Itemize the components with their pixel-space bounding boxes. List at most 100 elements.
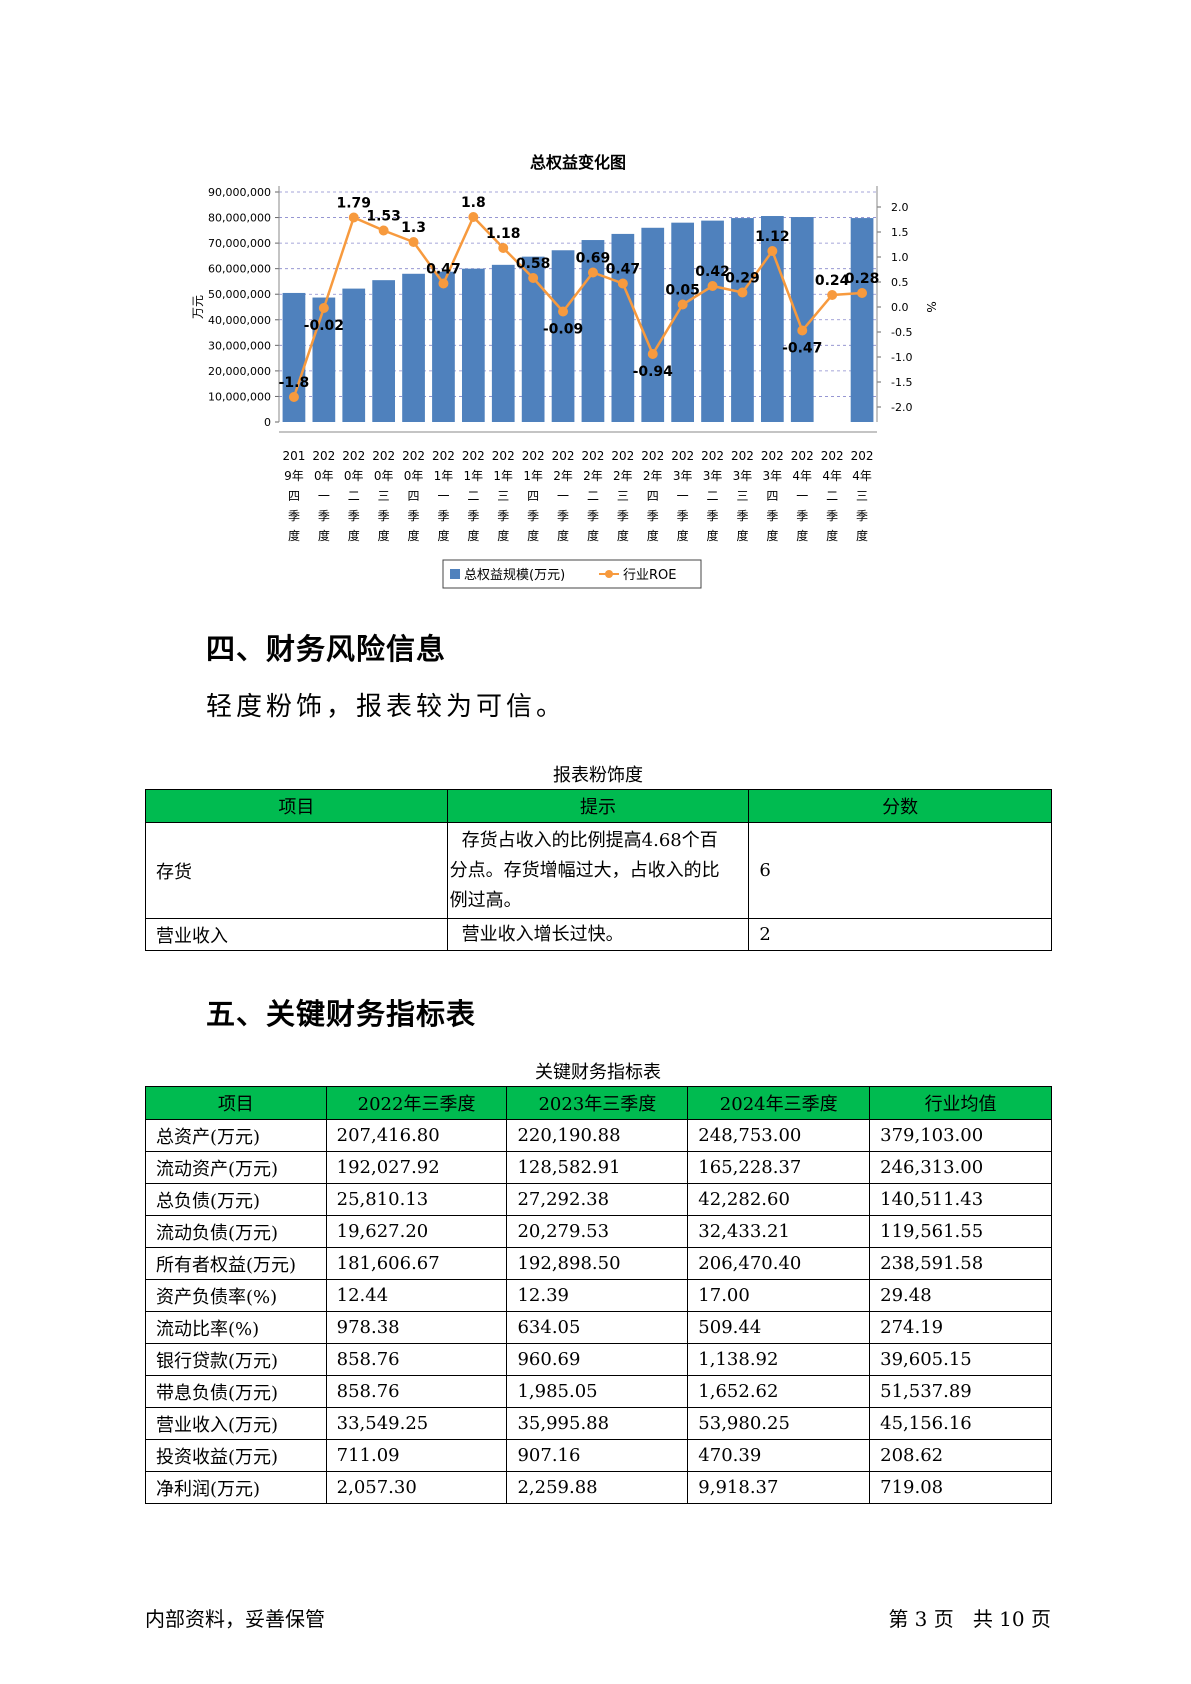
x-tick-label: 季 bbox=[587, 509, 599, 523]
y-left-tick-label: 0 bbox=[264, 416, 271, 429]
x-tick-label: 1年 bbox=[434, 469, 454, 483]
x-tick-label: 4年 bbox=[822, 469, 842, 483]
x-tick-label: 0年 bbox=[344, 469, 364, 483]
kpi-cell-2022: 25,810.13 bbox=[325, 1183, 508, 1216]
kpi-cell-2023: 220,190.88 bbox=[506, 1119, 689, 1152]
x-tick-label: 季 bbox=[408, 509, 420, 523]
roe-line bbox=[292, 214, 863, 398]
bar bbox=[402, 273, 425, 422]
kpi-header-item: 项目 bbox=[145, 1086, 327, 1120]
kpi-cell-2024: 248,753.00 bbox=[687, 1119, 871, 1152]
risk-header-score: 分数 bbox=[748, 789, 1052, 823]
x-tick-label: 202 bbox=[462, 449, 485, 463]
x-tick-label: 202 bbox=[701, 449, 724, 463]
roe-point bbox=[288, 392, 299, 402]
roe-point bbox=[647, 349, 658, 359]
roe-data-label: 0.69 bbox=[576, 251, 611, 267]
x-tick-label: 度 bbox=[497, 528, 509, 543]
x-tick-label: 二 bbox=[826, 489, 838, 503]
kpi-cell-2023: 35,995.88 bbox=[506, 1407, 689, 1440]
legend-line-label: 行业ROE bbox=[623, 568, 676, 583]
x-tick-label: 202 bbox=[641, 449, 664, 463]
x-tick-label: 202 bbox=[402, 449, 425, 463]
kpi-cell-2023: 960.69 bbox=[506, 1343, 689, 1376]
y-left-tick-label: 30,000,000 bbox=[208, 339, 271, 352]
x-tick-label: 一 bbox=[437, 489, 449, 503]
x-tick-label: 2年 bbox=[613, 469, 633, 483]
x-tick-label: 季 bbox=[288, 509, 300, 523]
kpi-cell-industry: 719.08 bbox=[869, 1471, 1052, 1504]
y-right-tick-label: -2.0 bbox=[891, 401, 912, 414]
x-tick-label: 季 bbox=[467, 509, 479, 523]
roe-point bbox=[797, 325, 808, 336]
y-left-tick-label: 20,000,000 bbox=[208, 365, 271, 378]
kpi-table-row: 资产负债率(%) 12.44 12.39 17.00 29.48 bbox=[145, 1279, 1052, 1312]
risk-cell-score: 6 bbox=[748, 822, 1052, 919]
kpi-cell-industry: 379,103.00 bbox=[869, 1119, 1052, 1152]
roe-point bbox=[617, 278, 628, 289]
kpi-cell-2023: 1,985.05 bbox=[506, 1375, 689, 1408]
roe-data-label: 0.47 bbox=[426, 262, 461, 278]
x-tick-label: 0年 bbox=[374, 469, 394, 483]
roe-point bbox=[318, 303, 329, 313]
x-tick-label: 度 bbox=[856, 528, 868, 543]
footer-confidential: 内部资料，妥善保管 bbox=[145, 1607, 325, 1631]
kpi-cell-industry: 119,561.55 bbox=[869, 1215, 1052, 1248]
risk-header-item: 项目 bbox=[145, 789, 448, 823]
kpi-cell-item: 所有者权益(万元) bbox=[145, 1247, 327, 1280]
y-right-tick-label: -1.5 bbox=[891, 376, 912, 389]
y-left-tick-label: 50,000,000 bbox=[208, 288, 271, 301]
kpi-cell-item: 银行贷款(万元) bbox=[145, 1343, 327, 1376]
kpi-cell-item: 总负债(万元) bbox=[145, 1183, 327, 1216]
x-tick-label: 度 bbox=[408, 528, 420, 543]
roe-data-label: -0.47 bbox=[782, 341, 822, 357]
risk-table-row: 营业收入 营业收入增长过快。 2 bbox=[145, 918, 1052, 951]
bar bbox=[731, 218, 754, 422]
x-tick-label: 201 bbox=[282, 449, 305, 463]
kpi-cell-2024: 206,470.40 bbox=[687, 1247, 871, 1280]
kpi-cell-2022: 858.76 bbox=[325, 1343, 508, 1376]
x-tick-label: 202 bbox=[851, 449, 874, 463]
x-tick-label: 季 bbox=[348, 509, 360, 523]
roe-data-label: 0.05 bbox=[665, 283, 700, 299]
x-tick-label: 202 bbox=[492, 449, 515, 463]
x-tick-label: 季 bbox=[437, 509, 449, 523]
kpi-cell-industry: 140,511.43 bbox=[869, 1183, 1052, 1216]
y-right-tick-label: 2.0 bbox=[891, 201, 909, 214]
kpi-table-row: 总资产(万元) 207,416.80 220,190.88 248,753.00 379… bbox=[145, 1119, 1052, 1152]
kpi-table-row: 净利润(万元) 2,057.30 2,259.88 9,918.37 719.08 bbox=[145, 1471, 1052, 1504]
kpi-table-row: 投资收益(万元) 711.09 907.16 470.39 208.62 bbox=[145, 1439, 1052, 1472]
kpi-table-row: 所有者权益(万元) 181,606.67 192,898.50 206,470.40 2… bbox=[145, 1247, 1052, 1280]
roe-point bbox=[707, 281, 718, 291]
kpi-cell-industry: 208.62 bbox=[869, 1439, 1052, 1472]
x-tick-label: 4年 bbox=[792, 469, 812, 483]
kpi-cell-2022: 207,416.80 bbox=[325, 1119, 508, 1152]
equity-chart: 总权益变化图 0 10,000,000 20,000,000 30,000,000 40,… bbox=[180, 140, 1040, 600]
legend-line-marker bbox=[605, 570, 613, 578]
kpi-cell-industry: 29.48 bbox=[869, 1279, 1052, 1312]
roe-data-label: 0.29 bbox=[725, 271, 760, 287]
y-right-tick-label: 0.5 bbox=[891, 276, 909, 289]
x-tick-label: 202 bbox=[522, 449, 545, 463]
roe-point bbox=[737, 287, 748, 298]
kpi-cell-2023: 907.16 bbox=[506, 1439, 689, 1472]
x-tick-label: 度 bbox=[677, 528, 689, 543]
roe-data-label: 1.3 bbox=[401, 220, 426, 236]
y-left-tick-label: 70,000,000 bbox=[208, 237, 271, 250]
x-tick-label: 二 bbox=[467, 489, 479, 503]
kpi-cell-2022: 192,027.92 bbox=[325, 1151, 508, 1184]
roe-data-label: 0.58 bbox=[516, 256, 551, 272]
kpi-cell-item: 流动负债(万元) bbox=[145, 1215, 327, 1248]
legend-bar-swatch bbox=[450, 569, 460, 579]
roe-data-label: 0.28 bbox=[845, 271, 880, 287]
x-tick-label: 度 bbox=[348, 528, 360, 543]
kpi-table-row: 流动比率(%) 978.38 634.05 509.44 274.19 bbox=[145, 1311, 1052, 1344]
kpi-table-caption: 关键财务指标表 bbox=[535, 1062, 661, 1083]
kpi-cell-item: 总资产(万元) bbox=[145, 1119, 327, 1152]
x-tick-label: 一 bbox=[677, 489, 689, 503]
kpi-cell-2023: 12.39 bbox=[506, 1279, 689, 1312]
x-tick-label: 季 bbox=[617, 509, 629, 523]
x-tick-label: 季 bbox=[677, 509, 689, 523]
kpi-cell-2024: 1,652.62 bbox=[687, 1375, 871, 1408]
kpi-cell-2022: 2,057.30 bbox=[325, 1471, 508, 1504]
